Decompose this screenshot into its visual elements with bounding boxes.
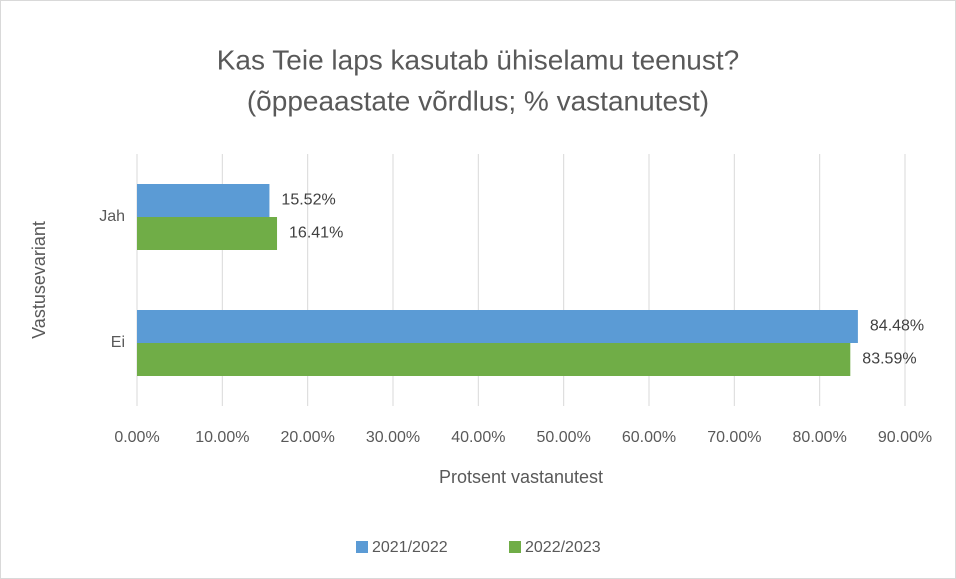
y-tick-label: Jah [99, 208, 125, 225]
data-label: 84.48% [870, 318, 924, 335]
legend-swatch [509, 541, 521, 553]
data-label: 15.52% [281, 192, 335, 209]
legend-label: 2021/2022 [372, 539, 448, 556]
y-tick-label: Ei [111, 334, 125, 351]
x-tick-label: 60.00% [622, 429, 676, 446]
x-tick-label: 50.00% [537, 429, 591, 446]
x-axis-title: Protsent vastanutest [439, 467, 603, 487]
bar [137, 184, 270, 217]
bar [137, 217, 278, 250]
x-tick-label: 40.00% [451, 429, 505, 446]
x-tick-label: 30.00% [366, 429, 420, 446]
data-label: 16.41% [289, 225, 343, 242]
y-axis-title: Vastusevariant [29, 221, 49, 339]
chart-subtitle: (õppeaastate võrdlus; % vastanutest) [247, 85, 709, 116]
x-tick-label: 0.00% [114, 429, 159, 446]
x-tick-label: 10.00% [195, 429, 249, 446]
data-label: 83.59% [862, 351, 916, 368]
x-tick-label: 80.00% [793, 429, 847, 446]
bar [137, 343, 851, 376]
x-tick-label: 20.00% [281, 429, 335, 446]
legend-label: 2022/2023 [525, 539, 601, 556]
bar [137, 310, 858, 343]
x-tick-label: 70.00% [707, 429, 761, 446]
chart-title: Kas Teie laps kasutab ühiselamu teenust? [217, 44, 739, 75]
x-tick-label: 90.00% [878, 429, 932, 446]
legend-swatch [356, 541, 368, 553]
